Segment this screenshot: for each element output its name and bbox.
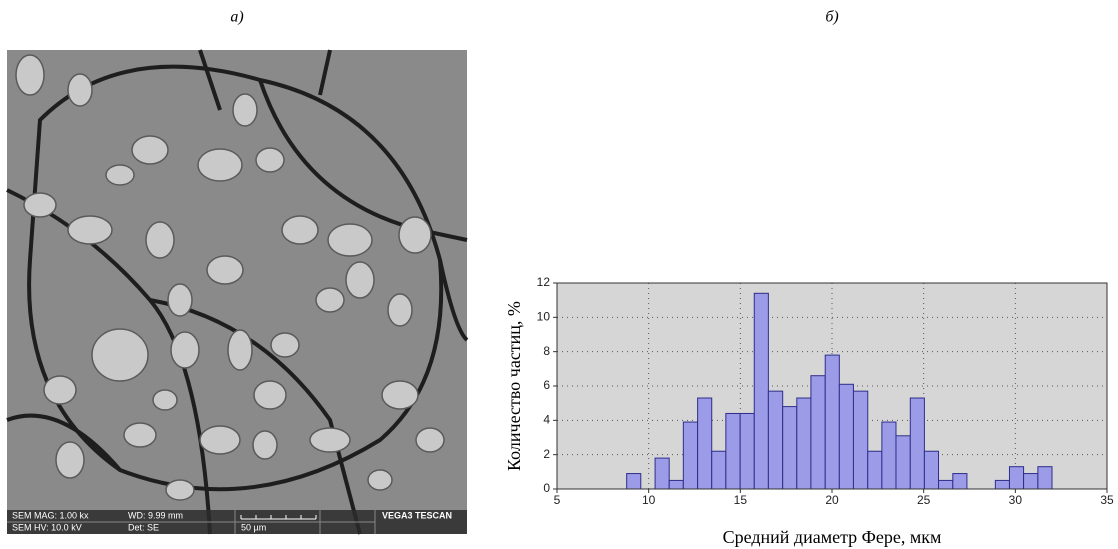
sem-image: SEM MAG: 1.00 kx WD: 9.99 mm VEGA3 TESCA… <box>6 49 469 535</box>
bar <box>1023 473 1039 490</box>
y-tick-label: 4 <box>543 413 550 427</box>
y-axis-label: Количество частиц, % <box>504 301 524 471</box>
bar <box>1037 466 1053 490</box>
bar <box>952 473 968 490</box>
plot-frame <box>556 282 1108 490</box>
bar <box>739 412 755 490</box>
bar <box>697 397 713 490</box>
bar <box>1008 466 1025 490</box>
x-tick-label: 15 <box>734 493 748 507</box>
y-tick-label: 6 <box>543 378 550 392</box>
y-tick-label: 12 <box>537 275 551 289</box>
x-tick-label: 35 <box>1100 493 1114 507</box>
y-tick-label: 2 <box>543 447 550 461</box>
x-tick-label: 10 <box>642 493 656 507</box>
bar <box>994 479 1010 490</box>
y-tick-label: 10 <box>537 310 551 324</box>
histogram: 0 2 4 6 8 10 12 5 10 15 20 25 30 35 <box>537 275 1114 507</box>
x-axis-label: Средний диаметр Фере, мкм <box>723 527 942 547</box>
bar <box>867 450 883 490</box>
sem-info: SEM HV: 10.0 kV <box>12 522 82 532</box>
sem-info: WD: 9.99 mm <box>128 510 183 520</box>
bar <box>838 383 854 490</box>
panel-label: б) <box>825 9 838 26</box>
x-tick-label: 20 <box>825 493 839 507</box>
bar <box>938 479 954 490</box>
panel-label: а) <box>230 9 243 26</box>
bar <box>682 421 699 490</box>
y-tick-label: 8 <box>543 344 550 358</box>
bar <box>725 412 741 490</box>
y-tick-label: 0 <box>543 481 550 495</box>
bar <box>852 390 869 490</box>
bar <box>796 397 812 490</box>
bar <box>909 397 925 490</box>
x-tick-label: 30 <box>1009 493 1023 507</box>
bar <box>626 473 642 490</box>
x-tick-label: 25 <box>917 493 931 507</box>
bar <box>881 421 897 490</box>
bar <box>824 354 840 490</box>
bar <box>923 450 940 490</box>
bar <box>753 292 769 490</box>
bar <box>668 479 684 490</box>
bar <box>782 406 798 490</box>
bar <box>767 390 784 490</box>
bar <box>895 435 911 490</box>
bar <box>711 450 727 490</box>
bar <box>654 457 670 490</box>
bar <box>810 375 826 490</box>
sem-info: SEM MAG: 1.00 kx <box>12 510 89 520</box>
sem-info: 50 µm <box>241 522 266 532</box>
sem-info: Det: SE <box>128 522 159 532</box>
x-tick-label: 5 <box>554 493 561 507</box>
sem-info: VEGA3 TESCAN <box>382 510 452 520</box>
